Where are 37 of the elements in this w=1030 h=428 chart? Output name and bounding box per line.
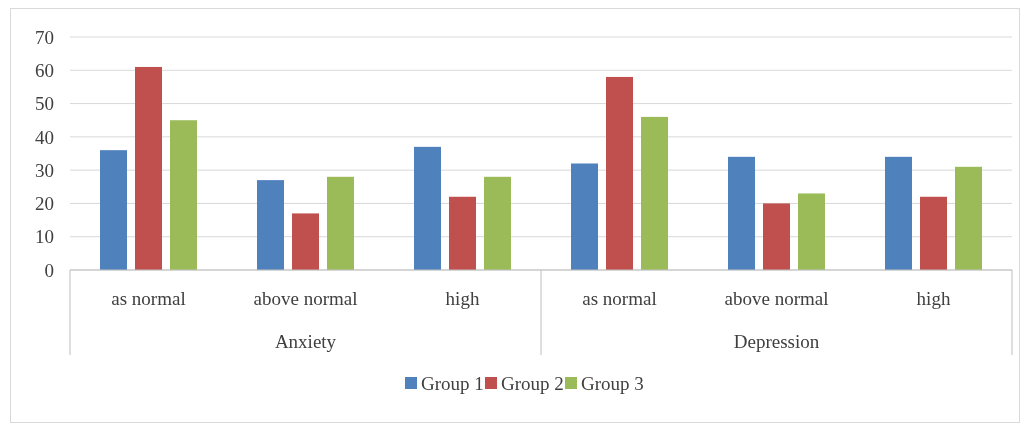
bar xyxy=(571,163,598,270)
bar xyxy=(920,196,947,270)
x-tick-label: above normal xyxy=(724,288,829,309)
text: Depression xyxy=(733,331,820,352)
bar xyxy=(484,176,511,270)
y-tick-label: 20 xyxy=(35,193,54,215)
legend-label: Group 1 xyxy=(421,372,484,394)
y-tick-label: 10 xyxy=(35,226,54,248)
y-tick-label: 60 xyxy=(35,59,54,81)
x-tick-label: as normal xyxy=(582,288,657,309)
y-tick-label: 50 xyxy=(35,93,54,115)
bar xyxy=(327,176,354,270)
bar xyxy=(292,213,319,270)
y-tick-label: 0 xyxy=(44,259,54,281)
bar xyxy=(885,156,912,270)
x-tick-label: as normal xyxy=(111,288,186,309)
y-tick-label: 40 xyxy=(35,126,54,148)
bar xyxy=(414,146,441,270)
bar xyxy=(449,196,476,270)
bar xyxy=(763,203,790,270)
x-tick-label: above normal xyxy=(253,288,358,309)
bar xyxy=(135,66,162,270)
bar xyxy=(798,193,825,270)
x-tick-label: high xyxy=(916,288,951,309)
x-tick-label: high xyxy=(445,288,480,309)
bar xyxy=(100,150,127,270)
bar xyxy=(641,116,668,270)
bar xyxy=(170,120,197,270)
bar xyxy=(728,156,755,270)
bar xyxy=(955,166,982,270)
y-tick-label: 70 xyxy=(35,26,54,48)
text: Anxiety xyxy=(274,331,337,352)
legend-label: Group 2 xyxy=(501,372,564,394)
bar xyxy=(257,180,284,270)
bar xyxy=(606,76,633,270)
legend-label: Group 3 xyxy=(581,372,644,394)
y-tick-label: 30 xyxy=(35,159,54,181)
